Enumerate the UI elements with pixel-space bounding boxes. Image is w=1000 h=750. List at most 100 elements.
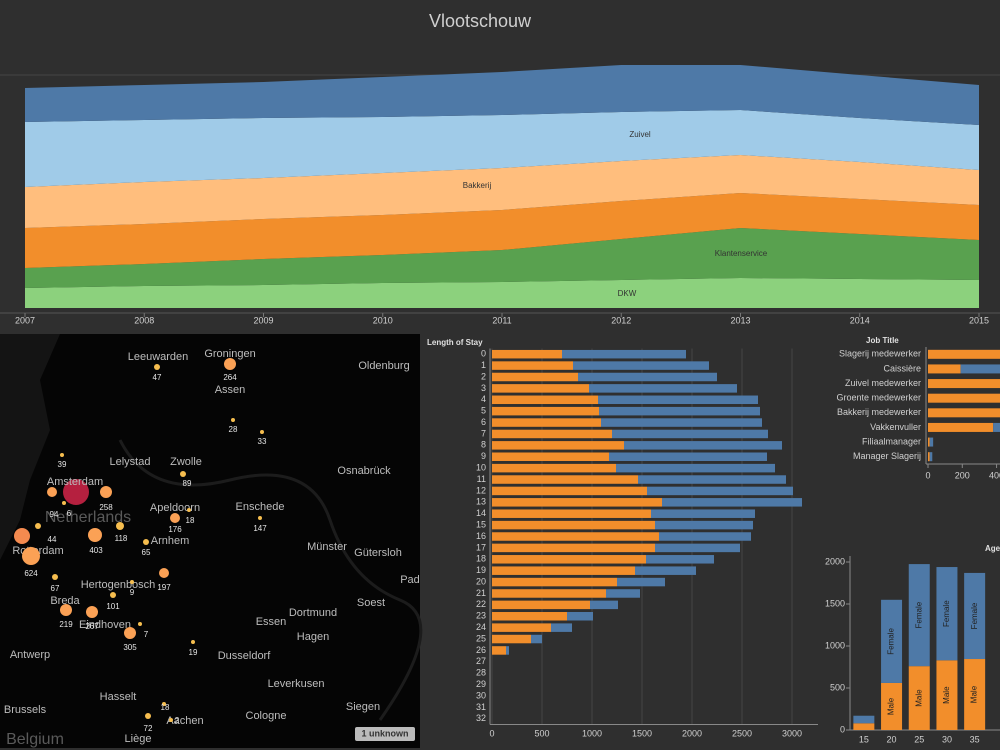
y-tick-label: Groente medewerker (836, 393, 921, 403)
y-tick-label: 22 (476, 599, 486, 609)
city-label: Gütersloh (354, 547, 402, 559)
x-tick-label: 2500 (732, 728, 752, 738)
bubble (110, 592, 116, 598)
bubble-label: 89 (183, 479, 192, 488)
bar-segment (492, 418, 601, 427)
bubble (116, 522, 124, 530)
bar-segment (492, 509, 651, 518)
bar-segment (928, 349, 1000, 359)
bar-segment (651, 509, 755, 518)
x-tick-label: 20 (887, 734, 897, 744)
bar-segment (589, 384, 737, 393)
y-tick-label: 18 (476, 554, 486, 564)
bar-segment (960, 364, 1000, 374)
bubble-label: 67 (51, 584, 60, 593)
y-tick-label: 7 (481, 428, 486, 438)
segment-label: Female (887, 627, 896, 654)
x-tick-label: 25 (914, 734, 924, 744)
city-label: Lelystad (110, 456, 151, 468)
bar-segment (612, 429, 768, 439)
area-band (25, 228, 979, 288)
bar-segment (929, 437, 934, 447)
bubble (143, 539, 149, 545)
bar-segment (616, 463, 775, 473)
y-tick-label: 20 (476, 576, 486, 586)
bar-segment (599, 406, 760, 416)
bar-segment (655, 520, 753, 530)
bubble (145, 713, 151, 719)
segment-label: Male (887, 697, 896, 715)
bubble (86, 606, 98, 618)
city-label: Hagen (297, 631, 329, 643)
bar-segment (853, 715, 875, 724)
bar-segment (492, 498, 662, 507)
segment-label: Female (914, 601, 923, 628)
segment-label: Male (970, 685, 979, 703)
bubble-label: 118 (115, 534, 128, 543)
bar-segment (853, 723, 875, 730)
bar-segment (578, 372, 717, 382)
bar-segment (655, 543, 740, 553)
map-panel (0, 334, 420, 748)
city-label: Aachen (166, 715, 203, 727)
bubble-label: 403 (89, 546, 103, 555)
bar-segment (492, 634, 531, 644)
bubble (138, 622, 142, 626)
city-label: Assen (215, 384, 246, 396)
bubble-label: 33 (258, 437, 267, 446)
bar-segment (908, 666, 930, 730)
bar-segment (492, 577, 617, 587)
bar-segment (624, 441, 782, 450)
chart-title: Job Title (866, 336, 899, 345)
band-label: DKW (618, 289, 637, 298)
x-tick-label: 2008 (134, 315, 154, 325)
x-tick-label: 500 (534, 728, 549, 738)
bar-segment (617, 577, 665, 587)
y-tick-label: 1500 (825, 598, 845, 608)
bubble-label: 197 (157, 583, 171, 592)
bar-segment (598, 395, 758, 405)
bubble-label: 7 (144, 630, 149, 639)
y-tick-label: 500 (830, 682, 845, 692)
x-tick-label: 200 (955, 470, 970, 480)
bar-segment (993, 422, 1000, 432)
badge-label: 1 unknown (362, 728, 409, 738)
y-tick-label: Slagerij medewerker (839, 349, 921, 359)
city-label: Essen (256, 616, 287, 628)
bar-segment (492, 406, 599, 416)
bubble-label: 19 (189, 648, 198, 657)
bubble (47, 487, 57, 497)
bubble (62, 501, 66, 505)
bar-segment (492, 384, 589, 393)
bar-segment (936, 660, 958, 730)
bubble (130, 580, 134, 584)
city-label: Dusseldorf (218, 650, 272, 662)
city-label: Apeldoorn (150, 502, 200, 514)
bar-segment (492, 361, 573, 370)
bubble (88, 528, 102, 542)
bubble (260, 430, 264, 434)
bubble-label: 65 (142, 548, 151, 557)
y-tick-label: 19 (476, 565, 486, 575)
city-label: Leeuwarden (128, 351, 189, 363)
bar-segment (573, 361, 709, 370)
bar-segment (492, 395, 598, 405)
area-band (25, 155, 979, 228)
bar-segment (492, 646, 506, 655)
bar-segment (928, 437, 930, 447)
y-tick-label: 30 (476, 690, 486, 700)
y-tick-label: 12 (476, 485, 486, 495)
x-tick-label: 2000 (682, 728, 702, 738)
bubble-label: 94 (50, 510, 59, 519)
bubble-label: 9 (130, 588, 135, 597)
bubble-label: 258 (99, 503, 113, 512)
y-tick-label: 23 (476, 611, 486, 621)
y-tick-label: 14 (476, 508, 486, 518)
bar-segment (659, 532, 751, 541)
area-band (25, 278, 979, 308)
y-tick-label: 26 (476, 645, 486, 655)
bubble-label: 267 (85, 622, 99, 631)
y-tick-label: Manager Slagerij (853, 451, 921, 461)
y-tick-label: 29 (476, 679, 486, 689)
